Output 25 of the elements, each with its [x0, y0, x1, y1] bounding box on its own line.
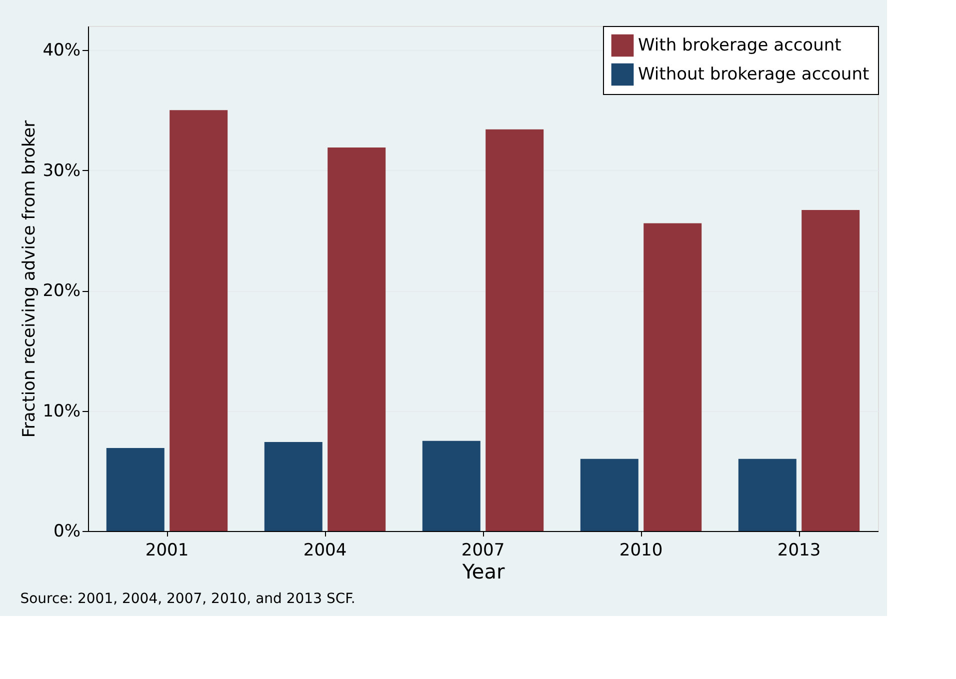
y-tick-label: 10%: [42, 401, 80, 422]
x-tick-label: 2010: [619, 540, 663, 560]
bar: [170, 110, 228, 531]
x-tick-label: 2013: [777, 540, 821, 560]
legend-label: Without brokerage account: [638, 64, 870, 84]
y-tick-label: 0%: [54, 522, 80, 542]
legend-label: With brokerage account: [638, 36, 842, 56]
x-tick-label: 2001: [145, 540, 189, 560]
y-tick-label: 30%: [42, 160, 80, 181]
x-tick-label: 2007: [461, 540, 505, 560]
bar: [580, 458, 638, 531]
bar: [328, 147, 386, 531]
bar: [422, 440, 480, 531]
x-axis-title: Year: [461, 560, 506, 584]
bar: [106, 448, 164, 531]
bar: [802, 210, 860, 531]
y-tick-label: 20%: [42, 281, 80, 302]
bar: [738, 458, 796, 531]
bar: [644, 223, 702, 531]
x-tick-label: 2004: [303, 540, 347, 560]
y-axis-title: Fraction receiving advice from broker: [20, 120, 40, 438]
bar: [264, 442, 322, 531]
source-note: Source: 2001, 2004, 2007, 2010, and 2013 SCF.: [20, 591, 356, 607]
bar: [486, 129, 544, 531]
y-tick-label: 40%: [42, 40, 80, 61]
